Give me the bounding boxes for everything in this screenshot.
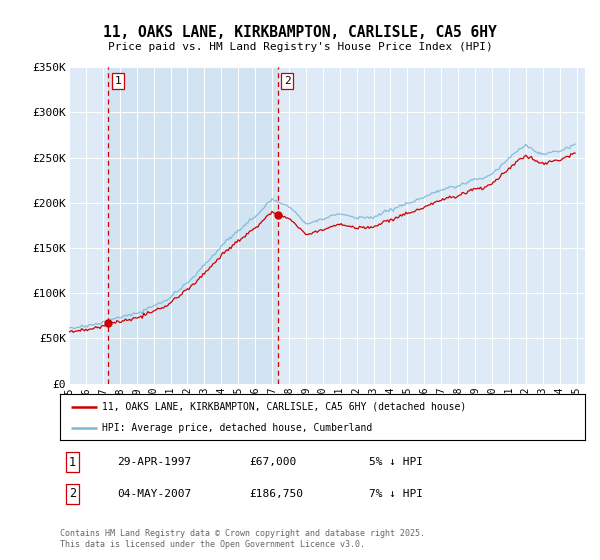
- Text: 11, OAKS LANE, KIRKBAMPTON, CARLISLE, CA5 6HY (detached house): 11, OAKS LANE, KIRKBAMPTON, CARLISLE, CA…: [102, 402, 466, 412]
- Text: £67,000: £67,000: [249, 457, 296, 467]
- Text: 1: 1: [69, 455, 76, 469]
- Text: 7% ↓ HPI: 7% ↓ HPI: [369, 489, 423, 499]
- Text: HPI: Average price, detached house, Cumberland: HPI: Average price, detached house, Cumb…: [102, 423, 372, 433]
- Bar: [109, 67, 278, 384]
- Text: Contains HM Land Registry data © Crown copyright and database right 2025.
This d: Contains HM Land Registry data © Crown c…: [60, 529, 425, 549]
- Text: 11, OAKS LANE, KIRKBAMPTON, CARLISLE, CA5 6HY: 11, OAKS LANE, KIRKBAMPTON, CARLISLE, CA…: [103, 25, 497, 40]
- Text: £186,750: £186,750: [249, 489, 303, 499]
- Text: 2: 2: [284, 76, 290, 86]
- Text: Price paid vs. HM Land Registry's House Price Index (HPI): Price paid vs. HM Land Registry's House …: [107, 42, 493, 52]
- Text: 1: 1: [115, 76, 121, 86]
- Text: 2: 2: [69, 487, 76, 501]
- Text: 29-APR-1997: 29-APR-1997: [117, 457, 191, 467]
- Text: 04-MAY-2007: 04-MAY-2007: [117, 489, 191, 499]
- Text: 5% ↓ HPI: 5% ↓ HPI: [369, 457, 423, 467]
